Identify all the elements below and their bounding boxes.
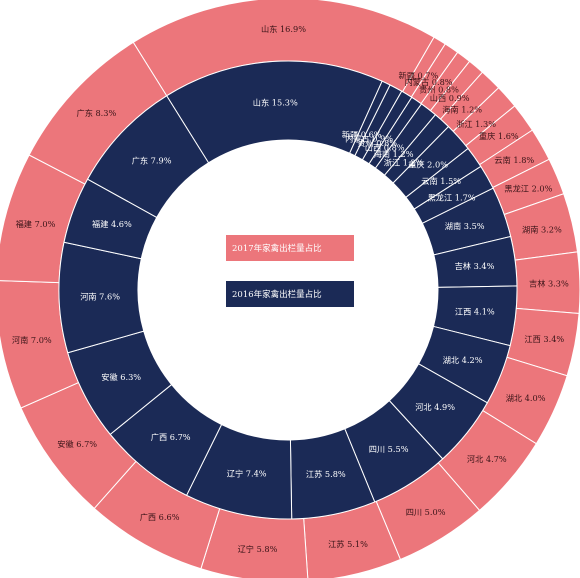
slice-label-outer-9: 黑龙江 2.0% xyxy=(504,183,552,193)
legend-swatch-2016 xyxy=(226,281,354,307)
slice-label-inner-12: 江西 4.1% xyxy=(455,306,495,316)
slice-label-outer-17: 辽宁 5.8% xyxy=(238,544,278,554)
slice-label-inner-5: 海南 1.2% xyxy=(374,149,414,159)
slice-label-outer-11: 吉林 3.3% xyxy=(529,278,569,288)
slice-label-inner-3: 贵州 0.8% xyxy=(357,138,397,148)
legend: 2017年家禽出栏量占比 2016年家禽出栏量占比 xyxy=(226,235,354,307)
slice-label-inner-8: 云南 1.5% xyxy=(421,176,461,186)
slice-labels: 山东 16.9%新疆 0.7%内蒙古 0.8%贵州 0.8%山西 0.9%海南 … xyxy=(12,24,569,554)
slice-label-inner-20: 河南 7.6% xyxy=(80,291,120,301)
legend-item-2017: 2017年家禽出栏量占比 xyxy=(226,235,354,261)
slice-label-inner-21: 福建 4.6% xyxy=(92,219,132,229)
slice-label-inner-2: 内蒙古 0.9% xyxy=(345,133,393,143)
slice-label-outer-21: 福建 7.0% xyxy=(16,219,56,229)
slice-label-inner-19: 安徽 6.3% xyxy=(101,372,141,382)
slice-label-outer-20: 河南 7.0% xyxy=(12,335,52,345)
slice-label-inner-16: 江苏 5.8% xyxy=(306,469,346,479)
slice-label-inner-14: 河北 4.9% xyxy=(415,402,455,412)
slice-label-outer-7: 重庆 1.6% xyxy=(479,131,519,141)
slice-label-inner-11: 吉林 3.4% xyxy=(455,261,495,271)
legend-swatch-2017 xyxy=(226,235,354,261)
slice-label-outer-1: 新疆 0.7% xyxy=(399,71,439,81)
slice-label-outer-15: 四川 5.0% xyxy=(406,507,446,517)
slice-label-inner-15: 四川 5.5% xyxy=(369,444,409,454)
slice-label-outer-5: 海南 1.2% xyxy=(442,104,482,114)
slice-label-outer-13: 湖北 4.0% xyxy=(506,393,546,403)
legend-item-2016: 2016年家禽出栏量占比 xyxy=(226,281,354,307)
slice-label-inner-6: 浙江 1.2% xyxy=(384,158,424,168)
slice-label-outer-3: 贵州 0.8% xyxy=(419,85,459,95)
slice-label-inner-10: 湖南 3.5% xyxy=(445,221,485,231)
slice-label-inner-17: 辽宁 7.4% xyxy=(227,468,267,478)
slice-label-outer-2: 内蒙古 0.8% xyxy=(405,77,453,87)
legend-label-2016: 2016年家禽出栏量占比 xyxy=(232,289,322,300)
slice-label-inner-18: 广西 6.7% xyxy=(151,432,191,442)
slice-label-inner-4: 山西 0.8% xyxy=(365,143,405,153)
inner-ring-2016 xyxy=(58,60,518,520)
slice-label-inner-1: 新疆 0.6% xyxy=(342,130,382,140)
slice-label-outer-6: 浙江 1.3% xyxy=(456,119,496,129)
slice-label-outer-0: 山东 16.9% xyxy=(261,24,306,34)
slice-label-outer-12: 江西 3.4% xyxy=(524,334,564,344)
slice-label-outer-14: 河北 4.7% xyxy=(467,454,507,464)
slice-label-inner-13: 湖北 4.2% xyxy=(443,355,483,365)
legend-label-2017: 2017年家禽出栏量占比 xyxy=(232,243,322,254)
slice-label-outer-4: 山西 0.9% xyxy=(430,93,470,103)
slice-label-inner-22: 广东 7.9% xyxy=(132,156,172,166)
slice-label-inner-9: 黑龙江 1.7% xyxy=(428,192,476,202)
slice-label-outer-19: 安徽 6.7% xyxy=(57,439,97,449)
slice-label-outer-18: 广西 6.6% xyxy=(140,512,180,522)
slice-label-outer-16: 江苏 5.1% xyxy=(328,539,368,549)
slice-label-outer-22: 广东 8.3% xyxy=(77,108,117,118)
slice-label-inner-0: 山东 15.3% xyxy=(253,97,298,107)
slice-label-inner-7: 重庆 2.0% xyxy=(408,160,448,170)
slice-label-outer-10: 湖南 3.2% xyxy=(522,225,562,235)
slice-inner-22 xyxy=(86,95,210,219)
slice-label-outer-8: 云南 1.8% xyxy=(494,155,534,165)
